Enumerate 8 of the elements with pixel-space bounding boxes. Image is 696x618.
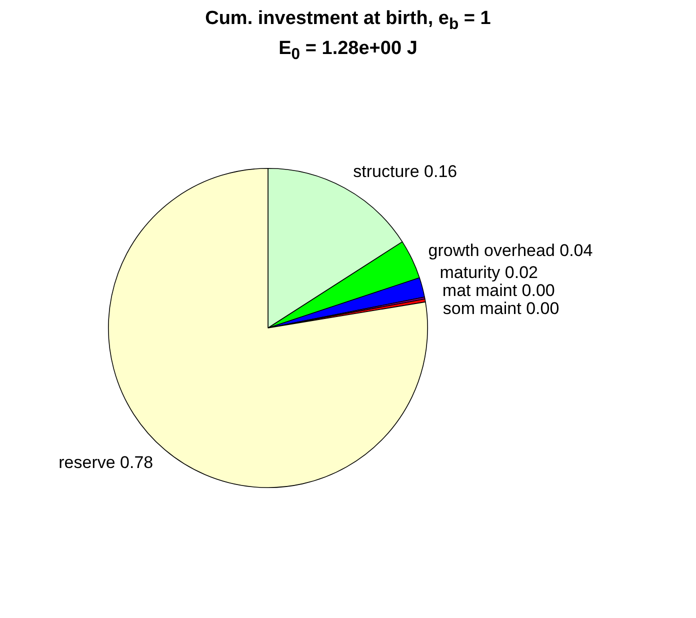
slice-label: mat maint 0.00 bbox=[442, 280, 555, 300]
chart-title: Cum. investment at birth, e$_{b}$ = 1 bbox=[204, 8, 492, 34]
slice-label: som maint 0.00 bbox=[442, 298, 560, 318]
slice-label: growth overhead 0.04 bbox=[428, 240, 593, 260]
slice-label: reserve 0.78 bbox=[58, 452, 154, 472]
slice-label: maturity 0.02 bbox=[440, 262, 538, 282]
chart-subtitle: E$_{0}$ = 1.28e+00 J bbox=[278, 38, 418, 64]
slice-label: structure 0.16 bbox=[353, 161, 458, 180]
